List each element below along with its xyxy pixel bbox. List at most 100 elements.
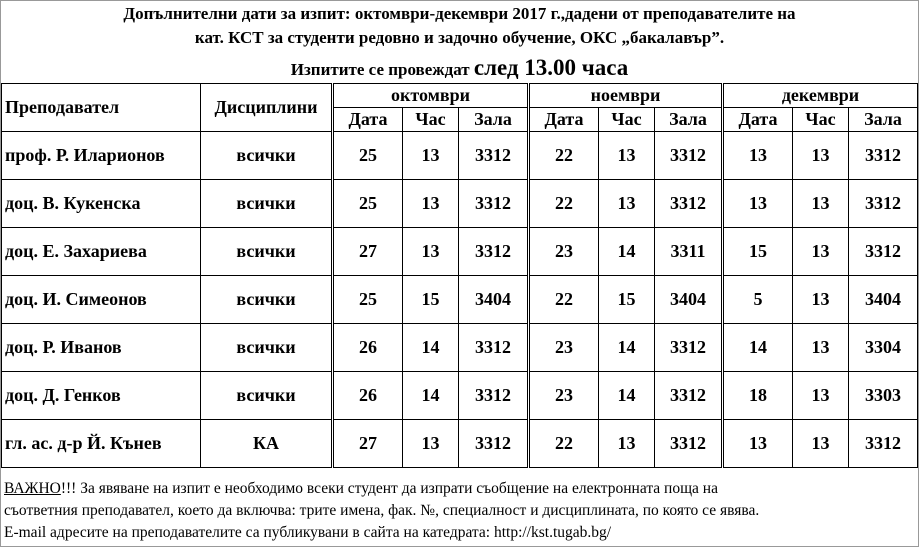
discipline-cell: всички [200, 179, 333, 228]
hour-cell: 14 [402, 371, 459, 420]
hour-cell: 13 [402, 131, 459, 180]
hour-cell: 14 [598, 227, 655, 276]
header-room: Зала [848, 107, 918, 132]
room-cell: 3311 [654, 227, 723, 276]
date-cell: 25 [331, 131, 403, 180]
date-cell: 5 [721, 275, 793, 324]
exam-schedule-table: Преподавател Дисциплини октомври ноември… [1, 83, 918, 468]
room-cell: 3312 [458, 371, 529, 420]
title-prefix: Изпитите се провеждат [290, 60, 474, 79]
room-cell: 3404 [848, 275, 918, 324]
note-line-2: съответния преподавател, което да включв… [4, 502, 760, 519]
header-october: октомври [331, 83, 529, 108]
date-cell: 22 [527, 131, 599, 180]
header-december: декември [721, 83, 918, 108]
discipline-cell: всички [200, 275, 333, 324]
date-cell: 13 [721, 131, 793, 180]
hour-cell: 13 [792, 275, 849, 324]
discipline-cell: всички [200, 131, 333, 180]
hour-cell: 13 [598, 419, 655, 468]
title-line-1: Допълнителни дати за изпит: октомври-дек… [123, 4, 796, 23]
hour-cell: 15 [598, 275, 655, 324]
room-cell: 3312 [458, 131, 529, 180]
hour-cell: 13 [792, 131, 849, 180]
note-line-3: E-mail адресите на преподавателите са пу… [4, 524, 612, 541]
room-cell: 3304 [848, 323, 918, 372]
hour-cell: 14 [598, 371, 655, 420]
room-cell: 3312 [848, 419, 918, 468]
table-row: доц. Е. Захариева всички 27 13 3312 23 14 3311 1… [1, 227, 918, 276]
room-cell: 3312 [458, 323, 529, 372]
date-cell: 18 [721, 371, 793, 420]
teacher-cell: доц. Д. Генков [1, 371, 201, 420]
notes: ВАЖНО!!! За явяване на изпит е необходим… [4, 478, 759, 544]
table-row: проф. Р. Иларионов всички 25 13 3312 22 13 3312… [1, 131, 918, 180]
title-line-2: кат. КСТ за студенти редовно и задочно о… [194, 28, 725, 47]
room-cell: 3404 [458, 275, 529, 324]
teacher-cell: доц. Р. Иванов [1, 323, 201, 372]
header-hour: Час [598, 107, 655, 132]
teacher-cell: доц. И. Симеонов [1, 275, 201, 324]
date-cell: 23 [527, 227, 599, 276]
note-text-1: !!! За явяване на изпит е необходимо все… [60, 480, 718, 497]
date-cell: 26 [331, 371, 403, 420]
room-cell: 3312 [654, 131, 723, 180]
hour-cell: 13 [792, 371, 849, 420]
hour-cell: 13 [792, 323, 849, 372]
room-cell: 3312 [654, 371, 723, 420]
header-hour: Час [792, 107, 849, 132]
hour-cell: 13 [792, 419, 849, 468]
date-cell: 25 [331, 275, 403, 324]
room-cell: 3303 [848, 371, 918, 420]
table-row: доц. И. Симеонов всички 25 15 3404 22 15 3404 5 1… [1, 275, 918, 324]
room-cell: 3312 [848, 131, 918, 180]
hour-cell: 15 [402, 275, 459, 324]
date-cell: 23 [527, 323, 599, 372]
hour-cell: 14 [402, 323, 459, 372]
discipline-cell: всички [200, 371, 333, 420]
room-cell: 3312 [654, 179, 723, 228]
header-date: Дата [527, 107, 599, 132]
hour-cell: 13 [402, 419, 459, 468]
header-date: Дата [721, 107, 793, 132]
table-row: доц. Д. Генков всички 26 14 3312 23 14 3312 18 13… [1, 371, 918, 420]
header-room: Зала [654, 107, 723, 132]
date-cell: 15 [721, 227, 793, 276]
date-cell: 13 [721, 179, 793, 228]
table-row: гл. ас. д-р Й. Кънев КА 27 13 3312 22 13 3312 13… [1, 419, 918, 468]
date-cell: 25 [331, 179, 403, 228]
date-cell: 26 [331, 323, 403, 372]
title-time: след 13.00 часа [473, 55, 629, 80]
hour-cell: 13 [402, 227, 459, 276]
room-cell: 3312 [654, 323, 723, 372]
teacher-cell: проф. Р. Иларионов [1, 131, 201, 180]
hour-cell: 13 [402, 179, 459, 228]
hour-cell: 13 [792, 227, 849, 276]
teacher-cell: гл. ас. д-р Й. Кънев [1, 419, 201, 468]
room-cell: 3404 [654, 275, 723, 324]
date-cell: 22 [527, 419, 599, 468]
discipline-cell: всички [200, 323, 333, 372]
header-room: Зала [458, 107, 529, 132]
header-date: Дата [331, 107, 403, 132]
header-row-months: Преподавател Дисциплини октомври ноември… [1, 83, 918, 132]
date-cell: 22 [527, 179, 599, 228]
table-row: доц. Р. Иванов всички 26 14 3312 23 14 3312 14 13… [1, 323, 918, 372]
hour-cell: 13 [598, 131, 655, 180]
important-label: ВАЖНО [4, 480, 61, 497]
date-cell: 23 [527, 371, 599, 420]
header-teacher: Преподавател [1, 83, 201, 132]
hour-cell: 13 [598, 179, 655, 228]
room-cell: 3312 [848, 227, 918, 276]
title-line-3: Изпитите се провеждат след 13.00 часа [0, 55, 919, 81]
date-cell: 27 [331, 227, 403, 276]
discipline-cell: КА [200, 419, 333, 468]
header-row-sub: Дата Час Зала Дата Час Зала Дата Час Зала [2, 107, 918, 132]
discipline-cell: всички [200, 227, 333, 276]
room-cell: 3312 [848, 179, 918, 228]
date-cell: 13 [721, 419, 793, 468]
date-cell: 14 [721, 323, 793, 372]
hour-cell: 14 [598, 323, 655, 372]
room-cell: 3312 [458, 227, 529, 276]
table-row: доц. В. Кукенска всички 25 13 3312 22 13 3312 13… [1, 179, 918, 228]
